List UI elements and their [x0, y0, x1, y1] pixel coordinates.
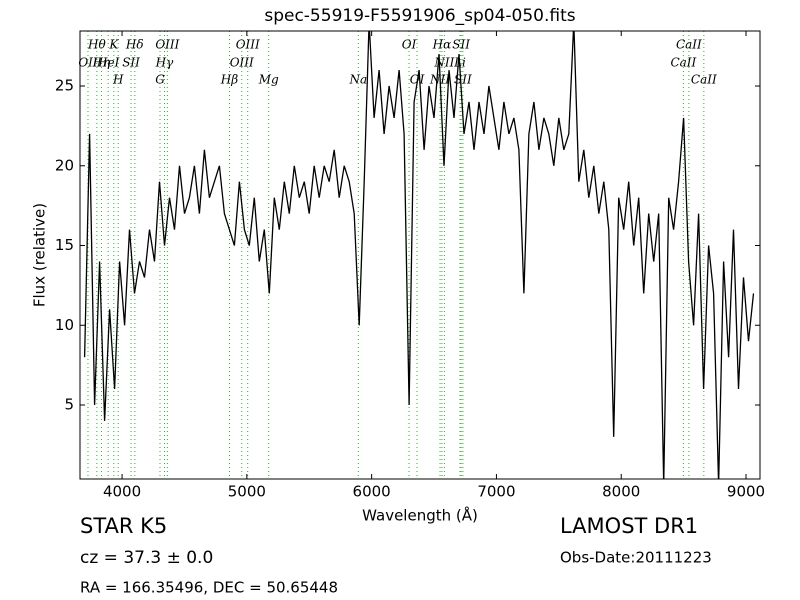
- spectral-line-label: HeI: [96, 56, 120, 70]
- x-tick-label: 8000: [602, 483, 640, 501]
- spectral-line-label: SII: [122, 56, 140, 70]
- x-tick-label: 5000: [228, 483, 266, 501]
- spectral-line-label: Hγ: [155, 56, 174, 70]
- spectral-line-label: Li: [453, 56, 466, 70]
- spectral-line-label: OI: [410, 73, 425, 87]
- spectral-line-label: K: [108, 38, 119, 52]
- spectral-line-label: CaII: [676, 38, 702, 52]
- y-tick-label: 5: [64, 395, 74, 413]
- spectral-line-label: Hδ: [125, 38, 144, 52]
- chart-title: spec-55919-F5591906_sp04-050.fits: [264, 6, 575, 26]
- x-tick-label: 7000: [477, 483, 515, 501]
- y-axis-label: Flux (relative): [31, 203, 49, 307]
- object-class: STAR K5: [80, 514, 167, 538]
- spectral-line-label: NII: [429, 73, 450, 87]
- axes-frame: [79, 30, 761, 480]
- spectral-line-label: SII: [454, 73, 472, 87]
- spectral-line-label: SII: [452, 38, 470, 52]
- survey: LAMOST DR1: [560, 514, 698, 538]
- spectral-line-label: OII: [78, 56, 98, 70]
- spectral-line-label: OIII: [155, 38, 179, 52]
- plot-area: [83, 31, 755, 479]
- x-tick-label: 4000: [103, 483, 141, 501]
- spectral-line-label: Na: [348, 73, 367, 87]
- spectral-line-label: OIII: [236, 38, 260, 52]
- redshift: cz = 37.3 ± 0.0: [80, 548, 213, 568]
- spectral-line-label: Hθ: [87, 38, 106, 52]
- spectral-line-label: CaII: [670, 56, 696, 70]
- y-tick-label: 25: [55, 77, 74, 95]
- spectral-line-label: H: [112, 73, 124, 87]
- spectral-line-label: OIII: [230, 56, 254, 70]
- spectral-line-label: Hη: [92, 56, 111, 70]
- spectral-line-label: Hα: [432, 38, 452, 52]
- obs-date: Obs-Date:20111223: [560, 549, 712, 567]
- spectral-line-label: NII: [433, 56, 454, 70]
- x-tick-label: 9000: [727, 483, 765, 501]
- x-axis-label: Wavelength (Å): [362, 506, 478, 525]
- y-tick-label: 10: [55, 316, 74, 334]
- spectrum-line: [83, 31, 755, 479]
- spectral-line-label: OI: [402, 38, 417, 52]
- spectral-line-label: Mg: [258, 73, 279, 87]
- spectral-line-label: G: [155, 73, 165, 87]
- spectral-line-label: CaII: [691, 73, 717, 87]
- y-tick-label: 20: [55, 156, 74, 174]
- coordinates: RA = 166.35496, DEC = 50.65448: [80, 579, 338, 597]
- spectral-line-label: Hβ: [220, 73, 238, 87]
- x-tick-label: 6000: [353, 483, 391, 501]
- y-tick-label: 15: [55, 236, 74, 254]
